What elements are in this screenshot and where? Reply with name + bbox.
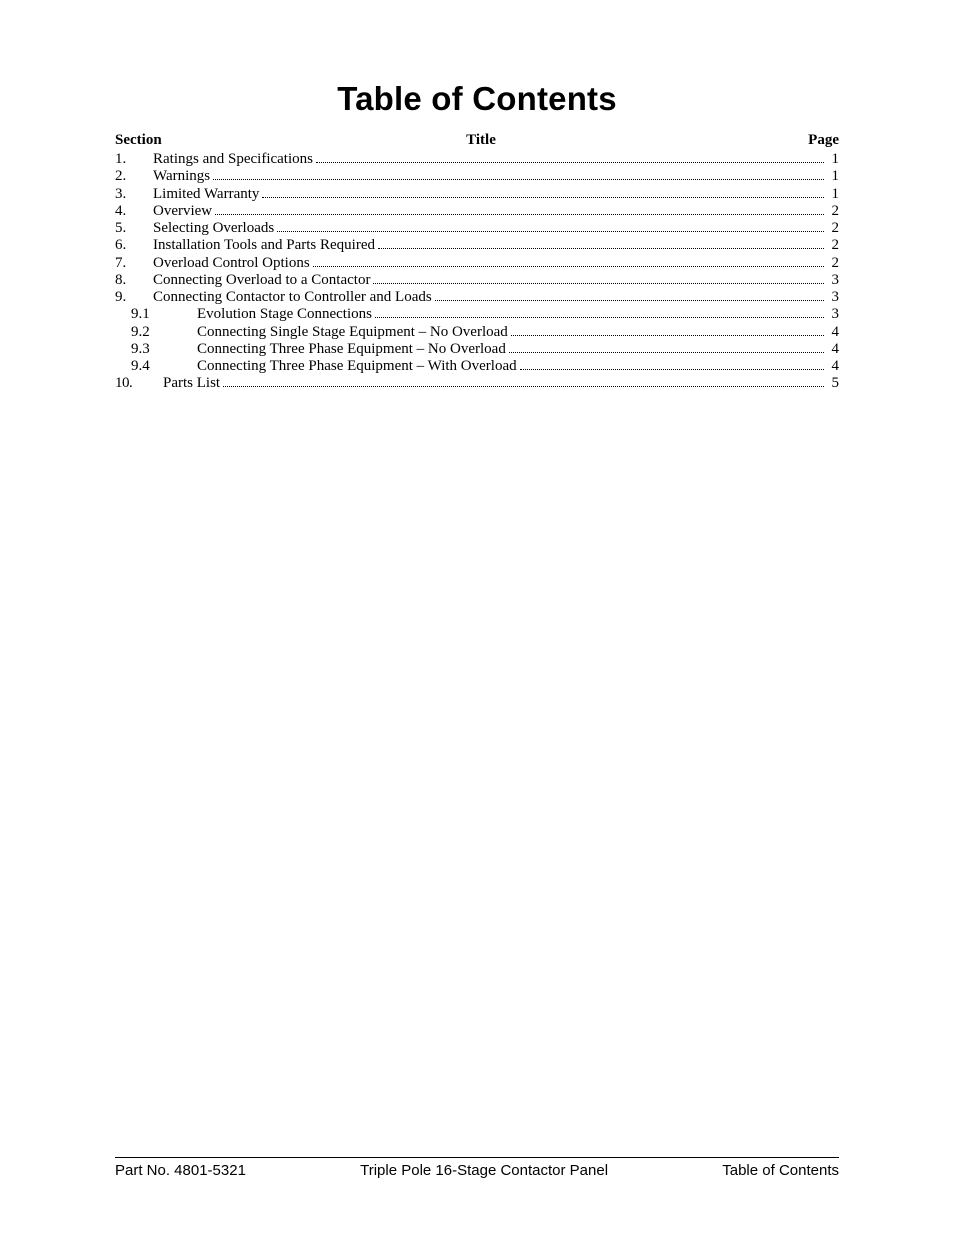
toc-number: 9.4 (115, 358, 197, 375)
toc-page: 1 (827, 151, 839, 168)
toc-list: 1.Ratings and Specifications12.Warnings1… (115, 151, 839, 393)
toc-leader (213, 179, 824, 180)
toc-row: 4.Overview 2 (115, 203, 839, 220)
toc-row: 10.Parts List 5 (115, 375, 839, 392)
toc-label: Overview (153, 203, 212, 220)
toc-label: Connecting Three Phase Equipment – With … (197, 358, 517, 375)
toc-label: Connecting Three Phase Equipment – No Ov… (197, 341, 506, 358)
toc-number: 9.3 (115, 341, 197, 358)
toc-leader (435, 300, 824, 301)
toc-page: 5 (827, 375, 839, 392)
toc-row: 5.Selecting Overloads 2 (115, 220, 839, 237)
toc-label: Warnings (153, 168, 210, 185)
toc-leader (313, 266, 824, 267)
footer-row: Part No. 4801-5321 Triple Pole 16-Stage … (115, 1162, 839, 1179)
toc-number: 4. (115, 203, 153, 220)
toc-page: 2 (827, 203, 839, 220)
toc-page: 2 (827, 255, 839, 272)
toc-leader (316, 162, 824, 163)
toc-page: 4 (827, 341, 839, 358)
toc-leader (509, 352, 824, 353)
toc-page: 4 (827, 358, 839, 375)
toc-label: Connecting Single Stage Equipment – No O… (197, 324, 508, 341)
footer-right: Table of Contents (722, 1162, 839, 1179)
toc-row: 9.Connecting Contactor to Controller and… (115, 289, 839, 306)
page: Table of Contents Section Title Page 1.R… (0, 0, 954, 1235)
toc-row: 9.4Connecting Three Phase Equipment – Wi… (115, 358, 839, 375)
toc-row: 9.3Connecting Three Phase Equipment – No… (115, 341, 839, 358)
toc-number: 3. (115, 186, 153, 203)
toc-label: Connecting Overload to a Contactor (153, 272, 370, 289)
toc-row: 1.Ratings and Specifications 1 (115, 151, 839, 168)
page-title: Table of Contents (115, 80, 839, 118)
footer-center: Triple Pole 16-Stage Contactor Panel (360, 1162, 608, 1179)
toc-label: Installation Tools and Parts Required (153, 237, 375, 254)
toc-row: 8.Connecting Overload to a Contactor 3 (115, 272, 839, 289)
toc-label: Overload Control Options (153, 255, 310, 272)
toc-label: Parts List (163, 375, 220, 392)
toc-page: 3 (827, 289, 839, 306)
toc-label: Evolution Stage Connections (197, 306, 372, 323)
toc-number: 1. (115, 151, 153, 168)
toc-row: 3.Limited Warranty 1 (115, 186, 839, 203)
toc-leader (520, 369, 824, 370)
toc-page: 1 (827, 186, 839, 203)
toc-header-row: Section Title Page (115, 132, 839, 149)
toc-label: Selecting Overloads (153, 220, 274, 237)
toc-page: 3 (827, 272, 839, 289)
toc-number: 9.1 (115, 306, 197, 323)
toc-number: 2. (115, 168, 153, 185)
header-page: Page (779, 132, 839, 149)
toc-label: Ratings and Specifications (153, 151, 313, 168)
page-footer: Part No. 4801-5321 Triple Pole 16-Stage … (115, 1157, 839, 1179)
header-section: Section (115, 132, 183, 149)
toc-leader (223, 386, 824, 387)
toc-page: 4 (827, 324, 839, 341)
header-title: Title (183, 132, 779, 149)
toc-leader (375, 317, 824, 318)
toc-number: 8. (115, 272, 153, 289)
footer-rule (115, 1157, 839, 1158)
toc-row: 9.2Connecting Single Stage Equipment – N… (115, 324, 839, 341)
toc-page: 2 (827, 220, 839, 237)
toc-number: 6. (115, 237, 153, 254)
toc-page: 1 (827, 168, 839, 185)
toc-page: 2 (827, 237, 839, 254)
toc-page: 3 (827, 306, 839, 323)
toc-leader (262, 197, 824, 198)
toc-number: 9. (115, 289, 153, 306)
toc-number: 9.2 (115, 324, 197, 341)
toc-number: 7. (115, 255, 153, 272)
toc-leader (277, 231, 824, 232)
toc-label: Limited Warranty (153, 186, 259, 203)
toc-leader (511, 335, 824, 336)
toc-number: 10. (115, 375, 163, 392)
toc-number: 5. (115, 220, 153, 237)
toc-leader (215, 214, 824, 215)
toc-row: 2.Warnings 1 (115, 168, 839, 185)
toc-leader (378, 248, 824, 249)
toc-row: 9.1Evolution Stage Connections 3 (115, 306, 839, 323)
toc-label: Connecting Contactor to Controller and L… (153, 289, 432, 306)
toc-row: 6.Installation Tools and Parts Required 2 (115, 237, 839, 254)
toc-row: 7.Overload Control Options 2 (115, 255, 839, 272)
toc-leader (373, 283, 824, 284)
footer-left: Part No. 4801-5321 (115, 1162, 246, 1179)
